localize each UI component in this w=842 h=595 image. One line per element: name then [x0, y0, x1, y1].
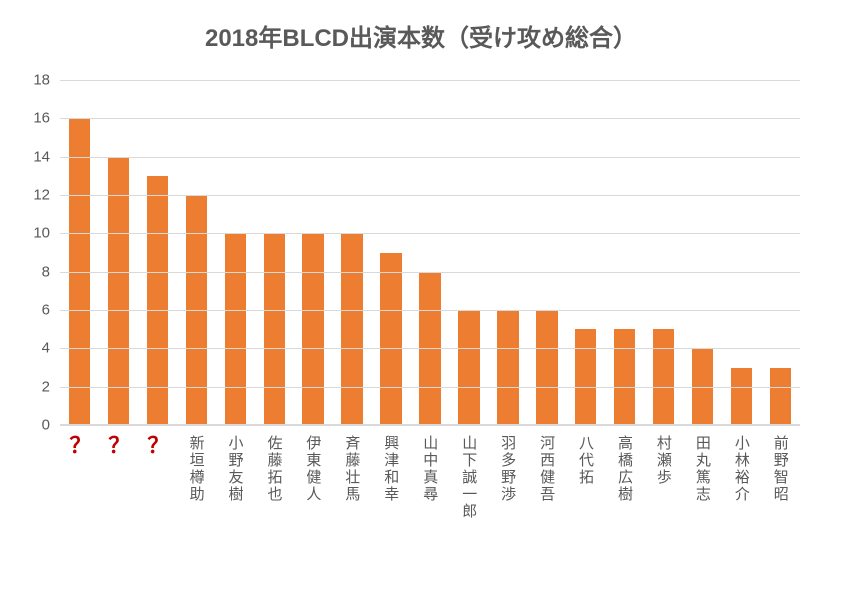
y-tick-label: 0 [42, 417, 60, 434]
x-label-mystery: ？ [108, 435, 128, 457]
gridline [60, 310, 800, 311]
y-tick-label: 14 [33, 148, 60, 165]
gridline [60, 233, 800, 234]
x-label: 前野智昭 [772, 435, 789, 503]
bar [770, 368, 791, 426]
y-tick-label: 18 [33, 72, 60, 89]
x-label: 小林裕介 [733, 435, 750, 503]
x-labels: ？ ？ ？ 新垣樽助 小野友樹 佐藤拓也 伊東健人 斉藤壮馬 興津和幸 山中真尋 山下誠一郎 羽多野渉… [60, 435, 800, 585]
bar [108, 157, 129, 425]
bar [731, 368, 752, 426]
chart-container: 2018年BLCD出演本数（受け攻め総合） 024681012141618 ？？… [0, 0, 842, 595]
gridline [60, 387, 800, 388]
y-tick-label: 8 [42, 263, 60, 280]
x-label: 新垣樽助 [187, 435, 204, 503]
x-label: 佐藤拓也 [265, 435, 282, 503]
bar [536, 310, 557, 425]
x-label: 斉藤壮馬 [343, 435, 360, 503]
bar [264, 233, 285, 425]
gridline [60, 348, 800, 349]
y-tick-label: 10 [33, 225, 60, 242]
x-label: 高橋広樹 [616, 435, 633, 503]
plot-area: 024681012141618 [60, 80, 800, 425]
gridline [60, 157, 800, 158]
bar [302, 233, 323, 425]
gridline [60, 80, 800, 81]
x-label-mystery: ？ [147, 435, 167, 457]
bar [458, 310, 479, 425]
x-label: 小野友樹 [226, 435, 243, 503]
x-label: 田丸篤志 [694, 435, 711, 503]
x-label: 興津和幸 [382, 435, 399, 503]
x-label: 山中真尋 [421, 435, 438, 503]
bars-layer [60, 80, 800, 425]
gridline [60, 272, 800, 273]
bar [341, 233, 362, 425]
gridline [60, 195, 800, 196]
x-label: 羽多野渉 [499, 435, 516, 503]
x-label: 村瀬歩 [655, 435, 672, 486]
y-tick-label: 2 [42, 378, 60, 395]
y-tick-label: 4 [42, 340, 60, 357]
x-label: 山下誠一郎 [460, 435, 477, 520]
x-label-mystery: ？ [69, 435, 89, 457]
y-tick-label: 12 [33, 187, 60, 204]
bar [653, 329, 674, 425]
y-tick-label: 16 [33, 110, 60, 127]
gridline [60, 118, 800, 119]
y-tick-label: 6 [42, 302, 60, 319]
gridline [60, 425, 800, 426]
bar [380, 253, 401, 426]
bar [575, 329, 596, 425]
x-label: 河西健吾 [538, 435, 555, 503]
bar [225, 233, 246, 425]
x-label: 八代拓 [577, 435, 594, 486]
chart-title: 2018年BLCD出演本数（受け攻め総合） [0, 0, 842, 53]
bar [497, 310, 518, 425]
bar [614, 329, 635, 425]
x-label: 伊東健人 [304, 435, 321, 503]
